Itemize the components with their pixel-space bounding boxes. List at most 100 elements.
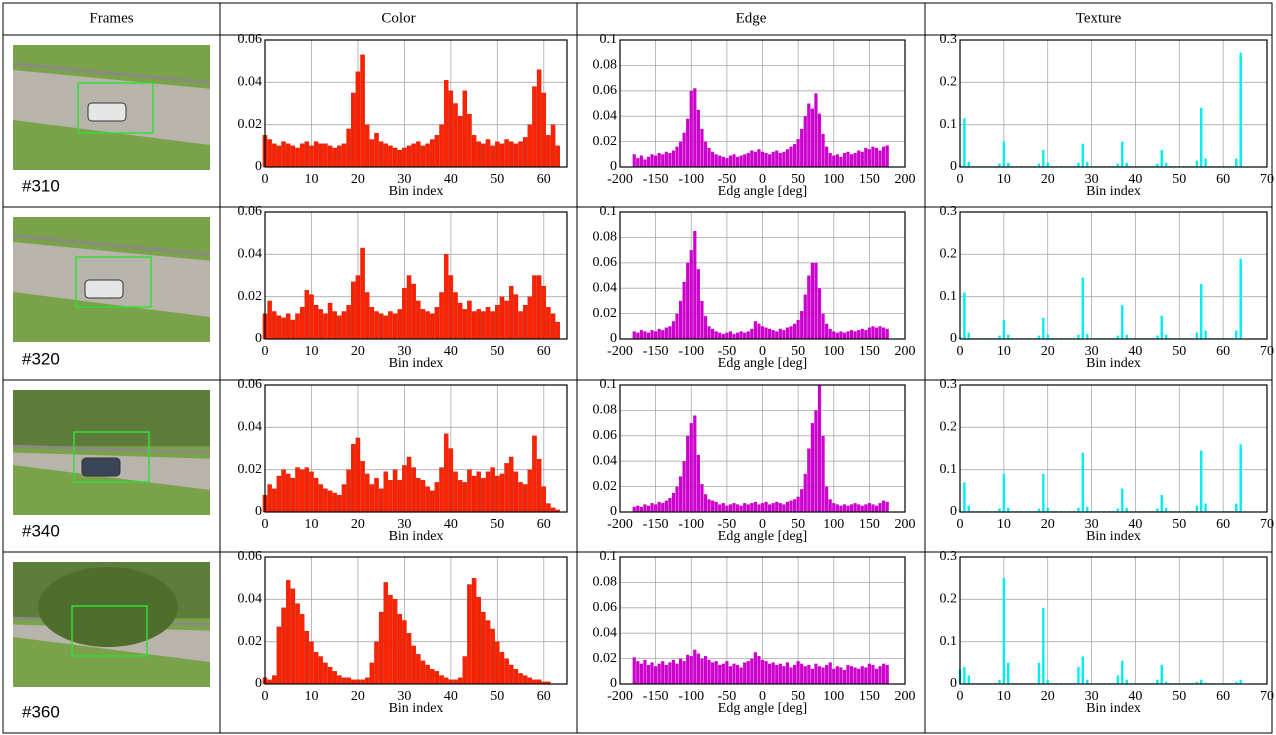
bar <box>853 331 857 339</box>
bar <box>509 141 514 168</box>
bar <box>360 679 365 685</box>
bar <box>1204 158 1207 167</box>
bar <box>864 504 868 512</box>
bar <box>490 145 495 168</box>
bar <box>337 494 342 513</box>
bar <box>378 141 384 168</box>
bar <box>402 147 407 168</box>
bar <box>646 505 651 512</box>
bar <box>654 504 658 512</box>
bar <box>462 309 468 340</box>
bar <box>1046 334 1049 339</box>
bar <box>1125 507 1128 512</box>
bar <box>527 469 533 513</box>
bar <box>661 154 665 167</box>
bar <box>696 269 700 339</box>
bar <box>313 477 319 513</box>
bar <box>323 313 328 340</box>
bar <box>882 663 886 684</box>
bar <box>397 614 402 685</box>
bar <box>1125 162 1128 167</box>
bar <box>1235 681 1238 684</box>
bar <box>374 311 379 340</box>
y-tick-label: 0.06 <box>593 428 618 443</box>
bar <box>714 661 718 684</box>
bar <box>860 505 864 512</box>
bar <box>281 469 286 513</box>
bar <box>411 143 416 168</box>
bar <box>664 664 668 684</box>
x-tick-label: 10 <box>304 344 318 359</box>
bar <box>406 633 412 685</box>
bar <box>871 326 875 339</box>
x-tick-label: 20 <box>1041 689 1055 704</box>
bar <box>885 501 889 512</box>
y-tick-label: 0.04 <box>238 420 263 435</box>
bar <box>1077 334 1080 339</box>
bar <box>318 484 323 513</box>
bar <box>453 679 458 685</box>
x-tick-label: 40 <box>1128 172 1142 187</box>
bar <box>874 668 879 684</box>
y-tick-label: 0.08 <box>593 58 618 73</box>
bar <box>686 654 690 684</box>
bar <box>998 335 1001 339</box>
x-tick-label: 0 <box>262 517 269 532</box>
x-tick-label: 50 <box>490 517 504 532</box>
histogram: 0 0.02 0.04 0.06 0.08 0.1 -200 -150 -100 -50 0 50 10… <box>593 377 916 544</box>
bar <box>711 328 715 339</box>
bar <box>448 679 454 685</box>
bar <box>675 486 679 512</box>
bar <box>718 332 722 339</box>
bar <box>1007 162 1010 167</box>
bar <box>546 135 551 168</box>
bar <box>764 501 768 512</box>
bar <box>864 147 868 167</box>
bar <box>753 321 757 339</box>
x-tick-label: 100 <box>823 172 844 187</box>
x-tick-label: 20 <box>351 344 365 359</box>
bar <box>764 153 768 167</box>
bar <box>527 296 533 340</box>
y-tick-label: 0.02 <box>593 134 618 149</box>
x-tick-label: -150 <box>643 517 669 532</box>
bar <box>849 504 854 512</box>
bar <box>425 311 430 340</box>
y-tick-label: 0 <box>610 504 617 519</box>
bar <box>411 283 416 340</box>
bar <box>522 304 528 340</box>
bar <box>1081 656 1085 684</box>
bar <box>313 652 319 685</box>
bar <box>782 330 786 339</box>
bar <box>857 668 861 684</box>
bar <box>1239 52 1242 168</box>
bar <box>839 156 843 167</box>
histogram: 0 0.02 0.04 0.06 0 10 20 30 40 50 60 Bin index <box>238 32 568 199</box>
bar <box>318 656 323 685</box>
x-tick-label: 50 <box>490 689 504 704</box>
bar <box>792 323 797 339</box>
bar <box>803 294 807 339</box>
bar <box>878 666 882 684</box>
histogram: 0 0.02 0.04 0.06 0.08 0.1 -200 -150 -100 -50 0 50 10… <box>593 32 916 199</box>
bar <box>814 93 818 167</box>
bar <box>668 326 672 339</box>
bar <box>457 677 463 685</box>
bar <box>718 664 722 684</box>
bar <box>1195 505 1199 512</box>
bar <box>378 488 384 513</box>
bar <box>963 292 966 339</box>
bar <box>541 92 547 168</box>
bar <box>654 666 658 684</box>
bar <box>664 151 668 167</box>
plot-frame <box>619 556 906 685</box>
bar <box>434 671 440 685</box>
y-tick-label: 0 <box>610 159 617 174</box>
bar <box>374 132 379 168</box>
x-tick-label: 40 <box>444 344 458 359</box>
bar <box>860 328 864 339</box>
bar <box>467 113 472 168</box>
bar <box>281 141 286 168</box>
bar <box>768 328 772 339</box>
bar <box>882 327 886 339</box>
